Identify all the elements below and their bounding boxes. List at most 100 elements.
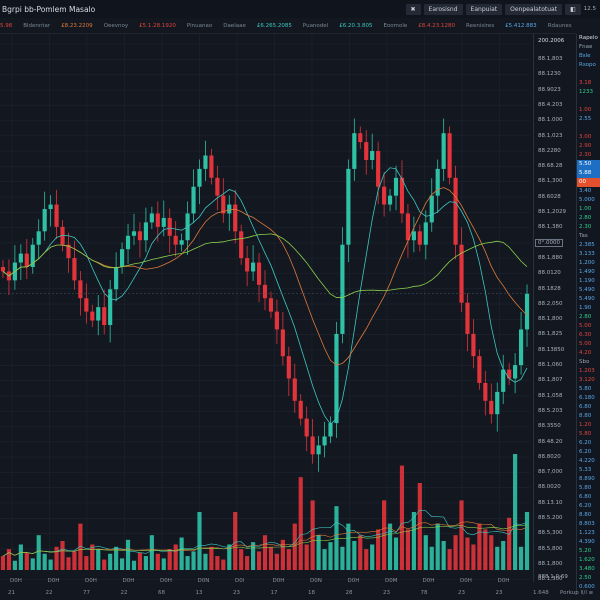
order-book-row[interactable]: 6.20 (579, 440, 592, 446)
candle-body (352, 133, 357, 169)
order-book-row[interactable]: 5.000 (579, 197, 595, 203)
ticker-item[interactable]: Rdaunes (547, 22, 572, 29)
candle-body (203, 155, 208, 169)
ticker-item[interactable]: £6.20.3.805 (339, 22, 373, 29)
order-book-row[interactable]: 2.30 (579, 152, 592, 158)
ticker-item[interactable]: £8.4.23.1280 (418, 22, 456, 29)
ticker-item[interactable]: Bldenntar (23, 22, 51, 29)
order-book-row[interactable]: 8.80 (579, 512, 592, 518)
ticker-item[interactable]: Reenisires (466, 22, 495, 29)
toolbar-button-2[interactable]: Eanpuiat (465, 3, 503, 15)
order-book-row[interactable]: 5.33 (579, 467, 592, 473)
candle (90, 304, 95, 328)
order-book-row[interactable]: 8.80 (579, 413, 592, 419)
order-book-row[interactable]: Tas (579, 233, 588, 239)
order-book-row[interactable]: Fnae (579, 44, 593, 50)
ticker-item[interactable]: Puanodel (302, 22, 329, 29)
order-book-row[interactable]: 1.490 (579, 269, 595, 275)
ticker-item[interactable]: Eoomole (383, 22, 408, 29)
order-book-row[interactable]: Rsopo (579, 62, 596, 68)
order-book-row[interactable]: 1.20 (579, 422, 592, 428)
ticker-item[interactable]: £5.412.883 (505, 22, 537, 29)
toolbar-button-3[interactable]: Oenpealatotuat (505, 3, 563, 15)
order-book-row[interactable]: 1.190 (579, 278, 595, 284)
candle (346, 159, 351, 263)
candle (233, 189, 238, 244)
candlestick-chart[interactable]: D0H D0H D0H D0H D0H D0N D0l D0H D0N D0H D0M D0H D0H D… (0, 34, 533, 588)
order-book-row[interactable]: 3.120 (579, 377, 595, 383)
order-book-row[interactable]: 4.390 (579, 539, 595, 545)
toolbar-button-1[interactable]: Earosisnd (423, 3, 463, 15)
candle-body (96, 307, 101, 321)
order-book-row[interactable]: 5.00 (579, 323, 592, 329)
ticker-item[interactable]: 5.98 (0, 22, 13, 29)
volume-bar (0, 556, 6, 570)
order-book-row[interactable]: 5.88 (577, 169, 600, 178)
date-tick-label: 22 (45, 590, 53, 596)
order-book-row[interactable]: 8.803 (579, 521, 595, 527)
order-book-row[interactable]: 2.80 (579, 314, 592, 320)
ticker-item[interactable]: £6.265.2085 (256, 22, 292, 29)
order-book-row[interactable]: 3.18 (579, 80, 592, 86)
order-book-row[interactable] (577, 70, 600, 79)
order-book-row[interactable]: 2.50 (579, 575, 592, 581)
volume-bar (447, 549, 452, 570)
order-book-row[interactable] (577, 97, 600, 106)
order-book-row[interactable]: 5.490 (579, 287, 595, 293)
volume-bar (203, 553, 208, 570)
ticker-item[interactable]: Oeevnoy (103, 22, 129, 29)
order-book-row[interactable]: Bsle (579, 53, 591, 59)
order-book-row[interactable]: 1.620 (579, 557, 595, 563)
order-book-row[interactable]: 1.90 (579, 305, 592, 311)
order-book-row[interactable]: 2.30 (579, 224, 592, 230)
candle (382, 172, 387, 217)
order-book-row[interactable]: 2.80 (579, 215, 592, 221)
bottom-status[interactable]: Porkup ll/l ≡ (560, 590, 594, 596)
order-book-row[interactable] (577, 124, 600, 133)
order-book-row[interactable]: 6.180 (579, 395, 595, 401)
order-book-row[interactable]: 1.123 (579, 530, 595, 536)
ticker-item[interactable]: £5.1.28.1920 (139, 22, 176, 29)
order-book-row[interactable]: 5.50 (577, 160, 600, 169)
order-book-row[interactable]: 6.80 (579, 404, 592, 410)
ticker-item[interactable]: Pinuanao (186, 22, 213, 29)
order-book-row[interactable]: 3.480 (579, 566, 595, 572)
order-book-row[interactable]: 6.20 (579, 503, 592, 509)
chart-icon[interactable]: ◧ (565, 3, 581, 15)
order-book-row[interactable]: 6.80 (579, 494, 592, 500)
order-book-row[interactable]: 8.890 (579, 476, 595, 482)
candle-body (274, 311, 279, 330)
order-book-row[interactable]: 6.20 (579, 449, 592, 455)
order-book-row[interactable]: 5.20 (579, 548, 592, 554)
order-book-row[interactable]: 1.203 (579, 368, 595, 374)
order-book-row[interactable]: 2.385 (579, 242, 595, 248)
candle-body (131, 231, 137, 236)
order-book-row[interactable]: 4.20 (579, 350, 592, 356)
volume-bar (149, 535, 154, 570)
order-book-row[interactable]: 1.200 (579, 260, 595, 266)
order-book-row[interactable]: 1233 (579, 89, 593, 95)
order-book-row[interactable]: 6.30 (579, 332, 592, 338)
candle-body (66, 244, 71, 259)
close-icon[interactable]: ✖ (405, 3, 421, 15)
order-book-row[interactable]: 2.55 (579, 116, 592, 122)
order-book-row[interactable]: 5.80 (579, 431, 592, 437)
order-book-row[interactable]: Sbo (579, 359, 590, 365)
ticker-item[interactable]: Daelaae (223, 22, 246, 29)
order-book-row[interactable]: 5.80 (579, 485, 592, 491)
order-book-row[interactable]: 1.00 (579, 206, 592, 212)
order-book-row[interactable]: 5.80 (579, 386, 592, 392)
order-book-row[interactable]: 00 (577, 178, 600, 187)
order-book-row[interactable]: 3.133 (579, 251, 595, 257)
order-book-row[interactable]: 0.600 (579, 584, 595, 590)
ticker-item[interactable]: £8.23.2209 (61, 22, 93, 29)
volume-bar (161, 558, 166, 570)
order-book-row[interactable]: 1.00 (579, 107, 592, 113)
order-book-row[interactable]: 2.90 (579, 143, 592, 149)
order-book-row[interactable]: 5.490 (579, 296, 595, 302)
order-book-row[interactable]: 3.40 (579, 188, 592, 194)
order-book-row[interactable]: 3.00 (579, 134, 592, 140)
candle-body (84, 298, 89, 312)
order-book-row[interactable]: 4.220 (579, 458, 595, 464)
order-book-row[interactable]: 5.00 (579, 341, 592, 347)
